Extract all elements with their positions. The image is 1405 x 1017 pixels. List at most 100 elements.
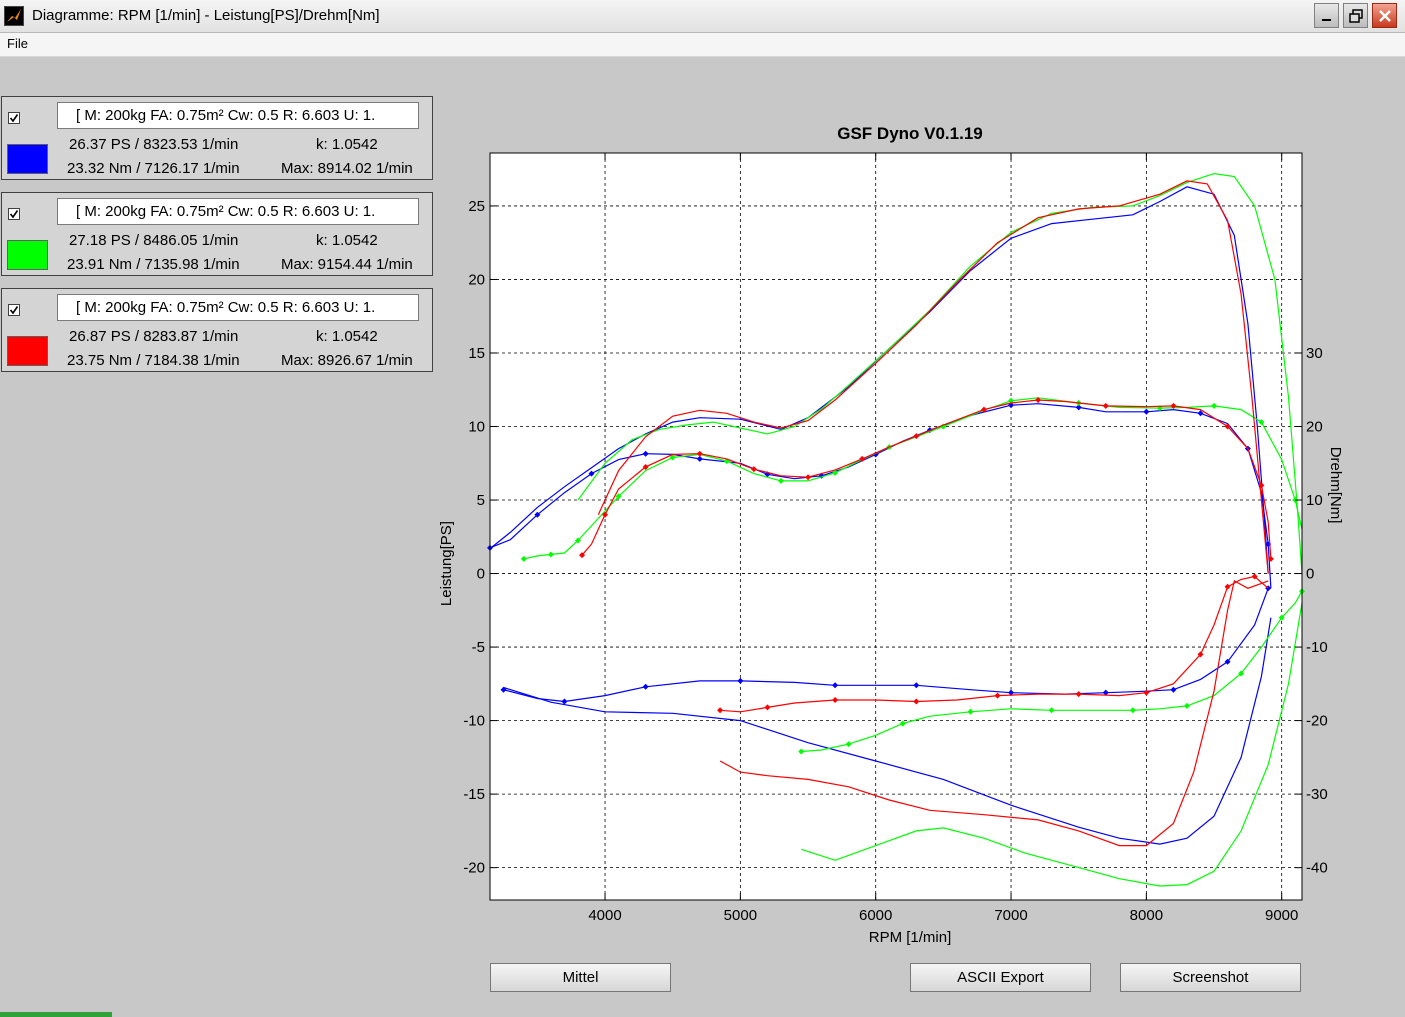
series-3-torque-marker: [1102, 402, 1109, 409]
matlab-icon: [4, 6, 24, 26]
chart-title: GSF Dyno V0.1.19: [837, 124, 983, 143]
run-2-max: Max: 9154.44 1/min: [281, 256, 413, 273]
series-1-torque-marker: [818, 472, 825, 479]
series-3-decel-power-marker: [832, 697, 839, 704]
series-1-torque-marker: [1143, 408, 1150, 415]
series-3-decel-power-marker: [1197, 651, 1204, 658]
mittel-button[interactable]: Mittel: [490, 963, 671, 992]
run-2-checkbox[interactable]: [8, 208, 20, 220]
run-1-ps: 26.37 PS / 8323.53 1/min: [69, 136, 239, 153]
run-3-color-swatch[interactable]: [7, 336, 48, 366]
y-tick-label: 0: [477, 566, 485, 583]
series-3-decel-power-marker: [764, 704, 771, 711]
y2-tick-label: -10: [1306, 639, 1328, 656]
x-tick-label: 6000: [859, 907, 892, 924]
dyno-chart[interactable]: 4000 5000 6000 7000 8000 9000 -20 -15 -10 -5 0 5 10 1…: [430, 112, 1360, 952]
series-1-decel-power-marker: [561, 698, 568, 705]
series-3-decel-torque-line: [719, 579, 1269, 847]
run-2-k: k: 1.0542: [316, 232, 378, 249]
y2-tick-label: -20: [1306, 713, 1328, 730]
series-2-decel-torque-line: [801, 602, 1303, 887]
maximize-button[interactable]: [1343, 3, 1368, 28]
menu-bar: File: [0, 33, 1405, 57]
series-2-decel-power-marker: [1238, 670, 1245, 677]
title-bar: Diagramme: RPM [1/min] - Leistung[PS]/Dr…: [0, 0, 1405, 33]
series-3-decel-power-marker: [913, 698, 920, 705]
x-tick-label: 8000: [1130, 907, 1163, 924]
y2-tick-label: -40: [1306, 860, 1328, 877]
run-3-checkbox[interactable]: [8, 304, 20, 316]
series-3-torque-marker: [750, 466, 757, 473]
run-1-k: k: 1.0542: [316, 136, 378, 153]
series-1-torque-marker: [1197, 410, 1204, 417]
series-1-torque-marker: [696, 455, 703, 462]
series-1-decel-power-marker: [913, 682, 920, 689]
run-2-info-field[interactable]: [ M: 200kg FA: 0.75m² Cw: 0.5 R: 6.603 U…: [57, 198, 419, 225]
plot-frame: [489, 152, 1303, 901]
x-tick-label: 7000: [994, 907, 1027, 924]
series-2-decel-power-marker: [845, 741, 852, 748]
y2-tick-label: 10: [1306, 492, 1323, 509]
series-2-decel-power-marker: [967, 708, 974, 715]
screenshot-button[interactable]: Screenshot: [1120, 963, 1301, 992]
y2-tick-label: -30: [1306, 786, 1328, 803]
y-axis-label: Leistung[PS]: [438, 521, 455, 606]
ascii-export-button[interactable]: ASCII Export: [910, 963, 1091, 992]
close-icon: [1378, 9, 1391, 22]
y-tick-label: 20: [468, 271, 485, 288]
y2-axis-label: Drehm[Nm]: [1327, 447, 1344, 524]
run-2-ps: 27.18 PS / 8486.05 1/min: [69, 232, 239, 249]
y2-tick-label: 0: [1306, 566, 1314, 583]
series-1-decel-power-marker: [642, 683, 649, 690]
series-2-torque-marker: [832, 469, 839, 476]
run-2-nm: 23.91 Nm / 7135.98 1/min: [67, 256, 240, 273]
series-1-decel-torque-line: [503, 617, 1272, 845]
close-button[interactable]: [1372, 3, 1397, 28]
checkmark-icon: [9, 114, 19, 123]
series-3-decel-power-marker: [1224, 583, 1231, 590]
run-1-info-field[interactable]: [ M: 200kg FA: 0.75m² Cw: 0.5 R: 6.603 U…: [57, 102, 419, 129]
series-3-torque-marker: [913, 433, 920, 440]
series-2-decel-power-marker: [1278, 614, 1285, 621]
y-tick-label: 10: [468, 419, 485, 436]
y-tick-label: 15: [468, 345, 485, 362]
y2-tick-label: 20: [1306, 419, 1323, 436]
run-3-ps: 26.87 PS / 8283.87 1/min: [69, 328, 239, 345]
run-1-color-swatch[interactable]: [7, 144, 48, 174]
run-1-checkbox[interactable]: [8, 112, 20, 124]
restore-icon: [1348, 8, 1363, 23]
series-2-decel-power-line: [801, 590, 1303, 753]
series-3-torque-marker: [696, 450, 703, 457]
series-2-torque-marker: [520, 555, 527, 562]
y-tick-label: 5: [477, 492, 485, 509]
y-tick-label: -10: [463, 713, 485, 730]
series-2-torque-marker: [1258, 419, 1265, 426]
series-3-torque-marker: [642, 463, 649, 470]
series-3-torque-marker: [1224, 423, 1231, 430]
minimize-button[interactable]: [1314, 3, 1339, 28]
series-2-torque-marker: [1211, 402, 1218, 409]
series-3-torque-marker: [1170, 402, 1177, 409]
run-3-nm: 23.75 Nm / 7184.38 1/min: [67, 352, 240, 369]
run-3-k: k: 1.0542: [316, 328, 378, 345]
series-1-torque-marker: [588, 470, 595, 477]
series-1-torque-marker: [1075, 404, 1082, 411]
series-2-torque-marker: [574, 537, 581, 544]
series-2-torque-marker: [615, 493, 622, 500]
run-3-info-field[interactable]: [ M: 200kg FA: 0.75m² Cw: 0.5 R: 6.603 U…: [57, 294, 419, 321]
y-tick-label: -20: [463, 860, 485, 877]
series-2-decel-power-marker: [798, 748, 805, 755]
series-1-decel-power-marker: [1102, 689, 1109, 696]
series-1-decel-power-marker: [500, 686, 507, 693]
series-2-decel-power-marker: [1048, 707, 1055, 714]
y-tick-label: -15: [463, 786, 485, 803]
series-1-decel-power-marker: [737, 677, 744, 684]
series-1-decel-power-marker: [1170, 686, 1177, 693]
menu-file[interactable]: File: [7, 36, 28, 51]
y2-tick-label: 30: [1306, 345, 1323, 362]
series-1-decel-power-marker: [1224, 658, 1231, 665]
series-3-torque-marker: [980, 406, 987, 413]
series-2-torque-marker: [723, 458, 730, 465]
y-tick-label: -5: [472, 639, 485, 656]
run-2-color-swatch[interactable]: [7, 240, 48, 270]
